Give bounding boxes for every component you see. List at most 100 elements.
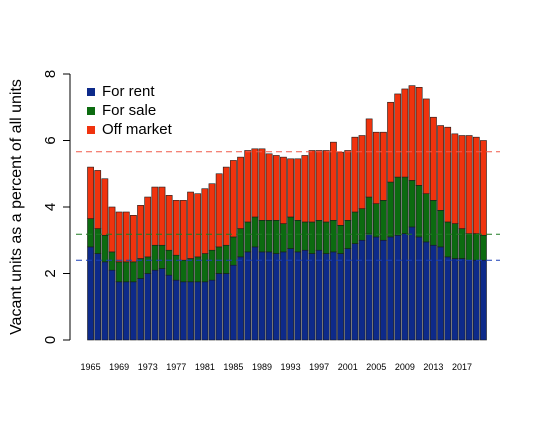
bar-1999-series-3 [330, 141, 337, 221]
bar-1995-series-2 [301, 221, 309, 251]
bar-1970-series-3 [122, 211, 130, 263]
bar-1972-series-2 [137, 258, 144, 279]
bar-1989-series-3 [258, 148, 266, 221]
y-tick-label-4: 4 [42, 203, 59, 211]
bar-1974-series-1 [151, 269, 159, 341]
bar-1976-series-2 [165, 249, 173, 276]
bar-2012-series-3 [422, 98, 430, 195]
bar-1982-series-3 [208, 183, 216, 251]
bar-2006-series-3 [380, 131, 387, 201]
x-tick-label-1985: 1985 [223, 362, 243, 372]
bar-2015-series-1 [444, 256, 452, 341]
x-tick-label-1969: 1969 [109, 362, 129, 372]
bar-1994-series-1 [294, 251, 302, 341]
bar-1975-series-3 [158, 186, 166, 246]
bar-1983-series-1 [215, 273, 223, 341]
x-tick-label-2005: 2005 [366, 362, 386, 372]
bar-2018-series-1 [465, 259, 473, 341]
bar-1974-series-2 [151, 244, 159, 271]
bar-1967-series-3 [101, 178, 109, 236]
bar-1976-series-1 [165, 274, 173, 341]
bar-2008-series-2 [394, 176, 402, 236]
bar-1995-series-1 [301, 249, 309, 341]
bar-2017-series-3 [458, 135, 466, 229]
bar-2003-series-3 [358, 135, 366, 209]
bar-1977-series-3 [172, 200, 180, 256]
bar-1998-series-3 [322, 150, 330, 223]
x-tick-label-1981: 1981 [195, 362, 215, 372]
bar-2000-series-1 [337, 253, 344, 341]
bar-1967-series-2 [101, 234, 109, 263]
bar-2017-series-2 [458, 228, 466, 259]
bar-1994-series-2 [294, 220, 302, 253]
bar-1996-series-3 [308, 150, 316, 223]
bar-2013-series-3 [430, 116, 437, 201]
bar-1992-series-1 [280, 251, 287, 341]
y-tick-label-0: 0 [42, 336, 59, 344]
bar-2018-series-2 [465, 233, 473, 261]
bar-2005-series-1 [372, 236, 380, 341]
bar-1969-series-1 [115, 281, 123, 341]
legend-label-2: For sale [102, 102, 156, 119]
bar-2014-series-1 [437, 246, 444, 341]
bar-2007-series-2 [387, 181, 394, 238]
bar-2000-series-3 [337, 151, 344, 226]
bar-2009-series-2 [401, 176, 409, 234]
bar-1998-series-2 [322, 221, 330, 254]
bar-1968-series-2 [108, 251, 116, 271]
bar-2007-series-1 [387, 236, 394, 341]
bar-1966-series-3 [94, 170, 102, 229]
bar-1965-series-1 [87, 246, 94, 341]
bar-2016-series-2 [451, 223, 459, 259]
bar-1997-series-2 [315, 220, 323, 251]
bar-1993-series-3 [287, 158, 294, 218]
bar-1981-series-3 [201, 188, 209, 254]
x-tick-label-2013: 2013 [423, 362, 443, 372]
reference-lines-overlay [76, 151, 500, 261]
bar-2020-series-3 [480, 140, 487, 236]
y-tick-label-6: 6 [42, 136, 59, 144]
bar-1988-series-3 [251, 148, 259, 218]
bar-2011-series-2 [415, 185, 423, 238]
bar-1975-series-1 [158, 268, 166, 341]
x-tick-label-1989: 1989 [252, 362, 272, 372]
bar-2004-series-2 [365, 196, 373, 234]
bar-2002-series-3 [351, 136, 359, 213]
bar-2016-series-3 [451, 133, 459, 224]
bar-1981-series-2 [201, 253, 209, 283]
legend-swatch-1 [87, 88, 95, 96]
bar-2020-series-2 [480, 234, 487, 261]
bar-1983-series-3 [215, 173, 223, 248]
bar-2011-series-3 [415, 87, 423, 186]
bar-1986-series-3 [237, 156, 244, 229]
bar-1978-series-2 [180, 259, 187, 283]
bar-1980-series-1 [194, 281, 202, 341]
x-tick-label-2009: 2009 [395, 362, 415, 372]
legend-swatch-2 [87, 107, 95, 115]
bar-2019-series-3 [472, 136, 480, 234]
bar-2013-series-1 [430, 244, 437, 341]
bar-1989-series-1 [258, 251, 266, 341]
y-axis-title: Vacant units as a percent of all units [8, 79, 25, 335]
bar-1999-series-2 [330, 220, 337, 253]
bar-2010-series-2 [408, 180, 416, 228]
legend-label-1: For rent [102, 83, 155, 100]
bar-1965-series-3 [87, 166, 94, 219]
bar-1987-series-2 [244, 221, 252, 253]
y-tick-label-2: 2 [42, 269, 59, 277]
x-tick-label-1965: 1965 [81, 362, 101, 372]
bar-2014-series-2 [437, 210, 444, 248]
bar-2000-series-2 [337, 224, 344, 254]
x-tick-label-1997: 1997 [309, 362, 329, 372]
bar-1998-series-1 [322, 253, 330, 341]
bar-1985-series-3 [230, 160, 237, 238]
bar-2006-series-1 [380, 239, 387, 341]
bar-1985-series-2 [230, 236, 237, 266]
bar-2020-series-1 [480, 259, 487, 341]
bar-1979-series-3 [187, 191, 194, 259]
bar-1987-series-3 [244, 150, 252, 223]
bar-1972-series-3 [137, 205, 144, 259]
bar-1972-series-1 [137, 278, 144, 341]
bar-1981-series-1 [201, 281, 209, 341]
